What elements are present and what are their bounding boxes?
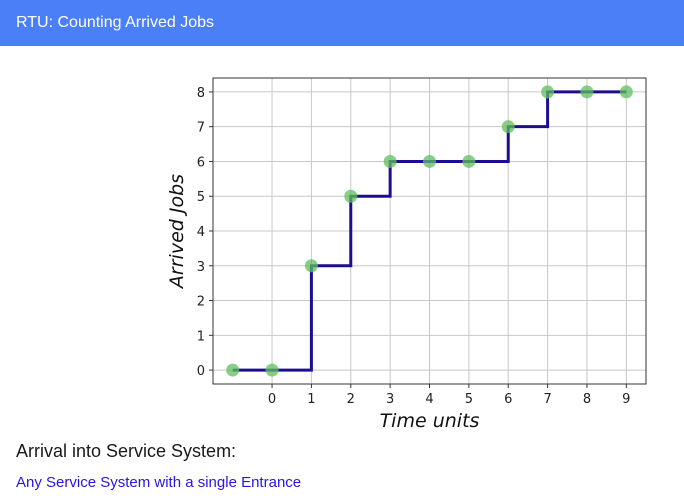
data-point [383, 154, 397, 168]
x-tick-label: 9 [622, 392, 630, 407]
data-point [226, 363, 240, 377]
data-point [580, 85, 594, 99]
x-tick-label: 0 [268, 392, 276, 407]
chart-svg: 0 1 2 3 4 5 6 7 8 9 0 1 2 3 4 5 6 7 8 Time units Arrived J… [166, 77, 647, 432]
y-tick-label: 0 [197, 364, 205, 379]
data-markers [226, 85, 633, 377]
x-axis-label: Time units [380, 410, 480, 432]
y-axis-label: Arrived Jobs [166, 174, 188, 290]
x-tick-label: 3 [386, 392, 394, 407]
header-title: RTU: Counting Arrived Jobs [16, 14, 215, 31]
x-tick-label: 5 [465, 392, 473, 407]
tick-labels: 0 1 2 3 4 5 6 7 8 9 0 1 2 3 4 5 6 7 8 [197, 86, 631, 407]
section-subtitle: Any Service System with a single Entranc… [16, 474, 302, 491]
data-point [344, 189, 358, 203]
y-tick-label: 8 [197, 86, 205, 101]
y-tick-label: 5 [197, 190, 205, 205]
grid-lines [213, 78, 646, 384]
app-header: RTU: Counting Arrived Jobs [0, 0, 684, 46]
data-point [501, 120, 515, 134]
data-point [462, 154, 476, 168]
x-tick-label: 2 [347, 392, 355, 407]
x-tick-label: 7 [543, 392, 551, 407]
data-point [304, 259, 318, 273]
y-tick-label: 2 [197, 295, 205, 310]
section-title: Arrival into Service System: [16, 441, 237, 461]
data-point [265, 363, 279, 377]
data-point [619, 85, 633, 99]
x-tick-label: 4 [425, 392, 433, 407]
x-tick-label: 8 [583, 392, 591, 407]
x-tick-label: 6 [504, 392, 512, 407]
x-tick-label: 1 [307, 392, 315, 407]
arrived-jobs-chart: 0 1 2 3 4 5 6 7 8 9 0 1 2 3 4 5 6 7 8 Time units Arrived J… [0, 46, 684, 438]
data-point [541, 85, 555, 99]
y-tick-label: 4 [197, 225, 205, 240]
step-line [232, 90, 627, 372]
y-tick-label: 6 [197, 155, 205, 170]
y-tick-label: 3 [197, 260, 205, 275]
y-tick-label: 1 [197, 329, 205, 344]
data-point [423, 154, 436, 168]
y-tick-label: 7 [197, 121, 205, 136]
